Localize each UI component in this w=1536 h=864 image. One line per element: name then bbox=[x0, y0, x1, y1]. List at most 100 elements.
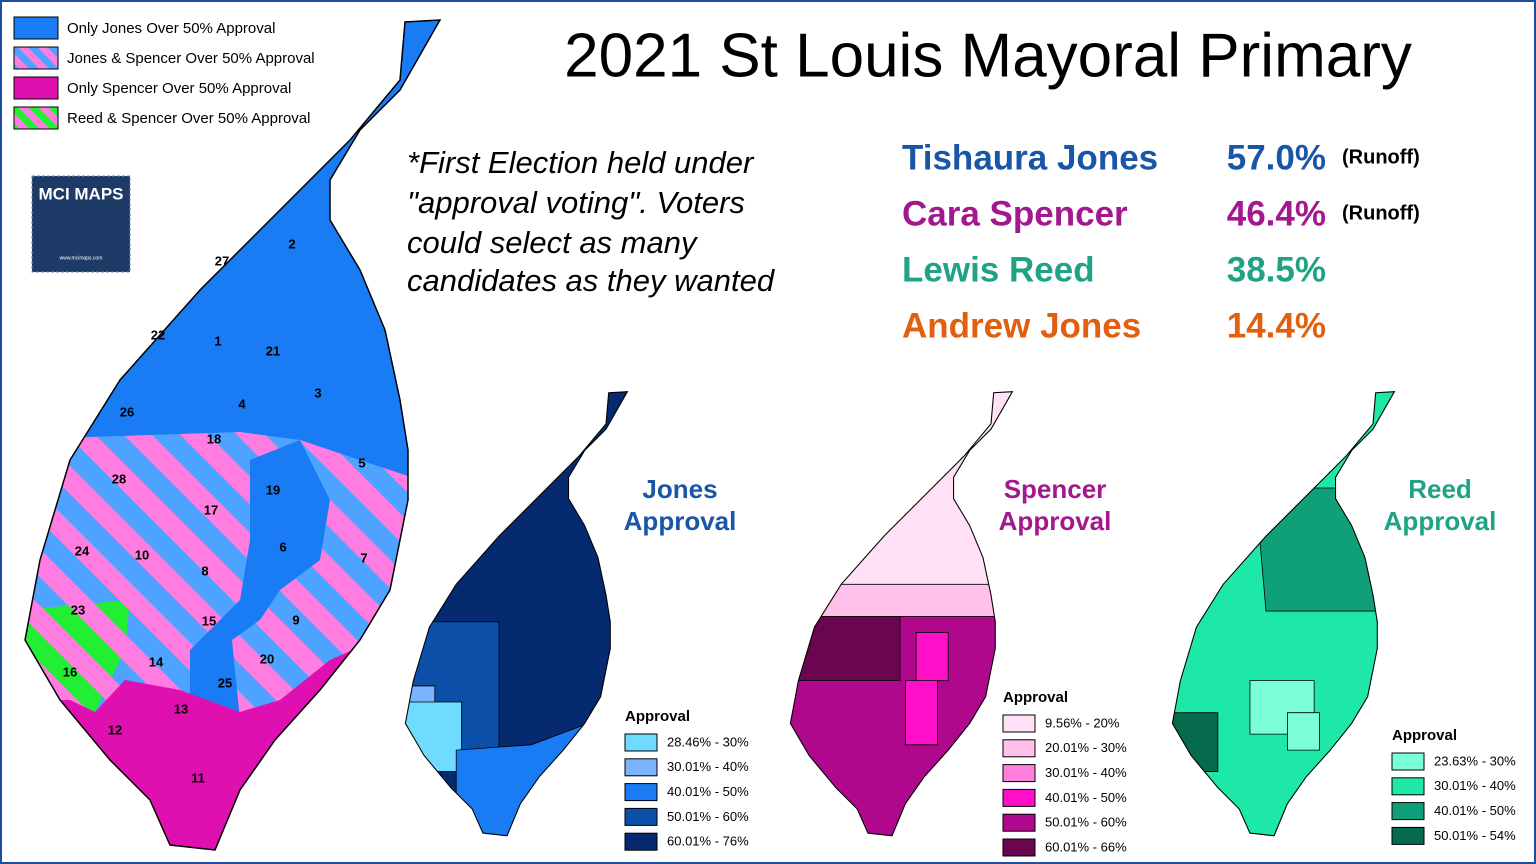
small-map-title: Approval bbox=[999, 506, 1112, 536]
candidate-name: Cara Spencer bbox=[902, 194, 1128, 233]
legend-swatch bbox=[13, 16, 59, 40]
legend-swatch bbox=[1391, 752, 1425, 771]
candidate-name: Tishaura Jones bbox=[902, 138, 1158, 177]
legend-swatch bbox=[624, 733, 658, 752]
legend-swatch bbox=[1002, 813, 1036, 832]
ward-label: 10 bbox=[135, 547, 149, 562]
ward-label: 19 bbox=[266, 482, 280, 497]
small-map-title: Approval bbox=[1384, 506, 1497, 536]
ward-label: 25 bbox=[218, 675, 232, 690]
ward-label: 4 bbox=[238, 396, 246, 411]
legend-label: Only Spencer Over 50% Approval bbox=[67, 80, 291, 97]
logo: MCI MAPS www.mcimaps.com bbox=[31, 175, 131, 273]
ward-label: 20 bbox=[260, 651, 274, 666]
legend-label: 23.63% - 30% bbox=[1434, 753, 1516, 768]
legend-swatch bbox=[1002, 764, 1036, 783]
legend-swatch bbox=[1002, 714, 1036, 733]
legend-swatch bbox=[1391, 826, 1425, 845]
candidate-name: Andrew Jones bbox=[902, 306, 1141, 345]
ward-label: 1 bbox=[214, 333, 221, 348]
ward-label: 9 bbox=[292, 612, 299, 627]
title: 2021 St Louis Mayoral Primary bbox=[564, 21, 1412, 90]
small-map-title: Reed bbox=[1408, 474, 1472, 504]
legend-label: 30.01% - 40% bbox=[1045, 765, 1127, 780]
legend-swatch bbox=[624, 832, 658, 851]
note-line: candidates as they wanted bbox=[407, 263, 776, 298]
note-line: *First Election held under bbox=[407, 145, 755, 180]
legend-label: 60.01% - 66% bbox=[1045, 839, 1127, 854]
ward-label: 16 bbox=[63, 664, 77, 679]
ward-label: 17 bbox=[204, 502, 218, 517]
ward-label: 2 bbox=[288, 236, 295, 251]
candidate-status: (Runoff) bbox=[1342, 146, 1420, 168]
small-map-title: Spencer bbox=[1004, 474, 1107, 504]
legend-label: 50.01% - 60% bbox=[667, 809, 749, 824]
legend-label: 50.01% - 60% bbox=[1045, 815, 1127, 830]
ward-label: 18 bbox=[207, 431, 221, 446]
candidate-percent: 14.4% bbox=[1227, 306, 1326, 345]
small-map-title: Approval bbox=[624, 506, 737, 536]
legend-label: 30.01% - 40% bbox=[1434, 778, 1516, 793]
legend-label: 40.01% - 50% bbox=[1045, 790, 1127, 805]
region bbox=[190, 440, 330, 720]
ward-label: 12 bbox=[108, 722, 122, 737]
ward-label: 11 bbox=[191, 770, 205, 785]
note-line: could select as many bbox=[407, 225, 699, 260]
region bbox=[915, 632, 949, 682]
logo-name: MCI MAPS bbox=[39, 184, 124, 203]
legend-label: 40.01% - 50% bbox=[667, 784, 749, 799]
legend-swatch bbox=[624, 807, 658, 826]
legend-label: 9.56% - 20% bbox=[1045, 715, 1120, 730]
legend-swatch bbox=[1391, 777, 1425, 796]
legend-swatch bbox=[13, 46, 59, 70]
legend-label: 28.46% - 30% bbox=[667, 734, 749, 749]
legend-swatch bbox=[1002, 739, 1036, 758]
legend-title: Approval bbox=[625, 708, 690, 725]
legend-title: Approval bbox=[1392, 727, 1457, 744]
ward-label: 21 bbox=[266, 343, 280, 358]
ward-label: 13 bbox=[174, 701, 188, 716]
legend-label: 30.01% - 40% bbox=[667, 759, 749, 774]
ward-label: 24 bbox=[75, 543, 90, 558]
ward-label: 23 bbox=[71, 602, 85, 617]
note-line: "approval voting". Voters bbox=[407, 185, 745, 220]
candidate-percent: 38.5% bbox=[1227, 250, 1326, 289]
legend-label: 60.01% - 76% bbox=[667, 834, 749, 849]
ward-label: 26 bbox=[120, 404, 134, 419]
ward-label: 27 bbox=[215, 253, 229, 268]
region bbox=[1286, 712, 1320, 751]
ward-label: 15 bbox=[202, 613, 216, 628]
ward-label: 22 bbox=[151, 327, 165, 342]
legend-label: 50.01% - 54% bbox=[1434, 828, 1516, 843]
legend-swatch bbox=[13, 106, 59, 130]
region bbox=[904, 680, 938, 746]
ward-label: 6 bbox=[279, 539, 286, 554]
small-map-title: Jones bbox=[642, 474, 717, 504]
legend-swatch bbox=[1391, 802, 1425, 821]
ward-label: 3 bbox=[314, 385, 321, 400]
logo-box bbox=[31, 175, 131, 273]
candidate-name: Lewis Reed bbox=[902, 250, 1095, 289]
legend-label: Jones & Spencer Over 50% Approval bbox=[67, 50, 315, 67]
legend-label: Only Jones Over 50% Approval bbox=[67, 20, 275, 37]
legend-label: 20.01% - 30% bbox=[1045, 740, 1127, 755]
candidate-percent: 46.4% bbox=[1227, 194, 1326, 233]
legend-swatch bbox=[1002, 838, 1036, 857]
legend-label: 40.01% - 50% bbox=[1434, 803, 1516, 818]
legend-swatch bbox=[624, 758, 658, 777]
candidate-percent: 57.0% bbox=[1227, 138, 1326, 177]
ward-label: 5 bbox=[358, 455, 365, 470]
legend-swatch bbox=[1002, 788, 1036, 807]
region bbox=[25, 600, 130, 712]
legend-swatch bbox=[624, 783, 658, 802]
ward-label: 14 bbox=[149, 654, 164, 669]
ward-label: 7 bbox=[360, 550, 367, 565]
ward-label: 8 bbox=[201, 563, 208, 578]
candidate-status: (Runoff) bbox=[1342, 202, 1420, 224]
logo-url: www.mcimaps.com bbox=[60, 255, 103, 261]
legend-label: Reed & Spencer Over 50% Approval bbox=[67, 110, 310, 127]
legend-swatch bbox=[13, 76, 59, 100]
ward-label: 28 bbox=[112, 471, 126, 486]
legend-title: Approval bbox=[1003, 689, 1068, 706]
